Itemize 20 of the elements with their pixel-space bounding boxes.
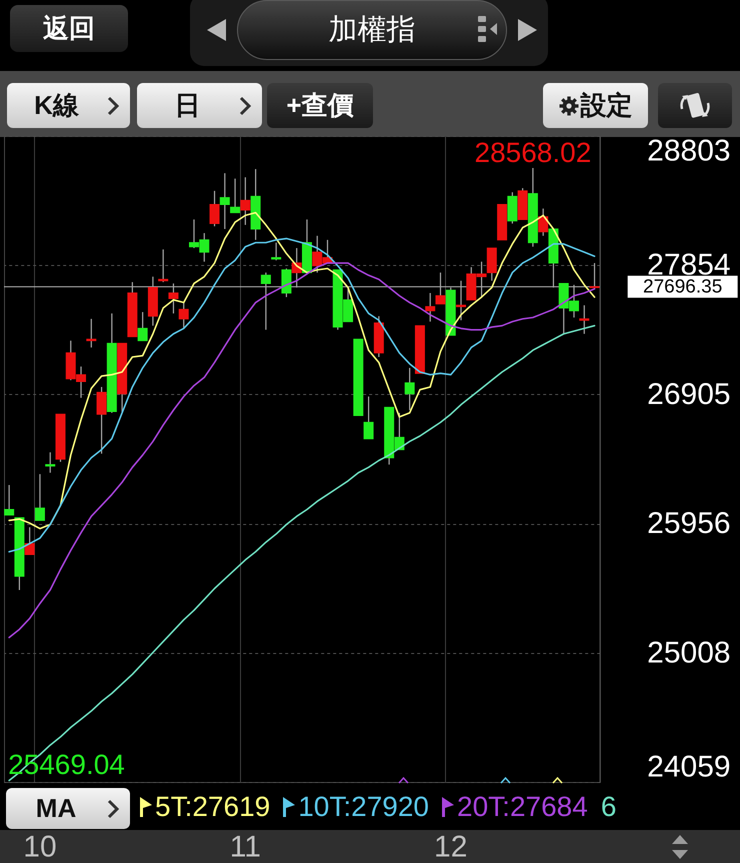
y-tick-label: 25956 xyxy=(647,507,731,540)
y-tick-label: 28803 xyxy=(647,134,731,168)
legend-label: 5T:27619 xyxy=(155,791,270,823)
chart-title: 加權指 xyxy=(328,13,416,48)
x-tick-label: 10 xyxy=(23,830,57,863)
annotation: 28568.02 xyxy=(474,137,592,168)
settings-button: 設定 xyxy=(543,83,648,128)
legend-label: 20T:27684 xyxy=(457,791,588,823)
y-tick-label: 25008 xyxy=(647,636,731,670)
x-tick-label: 11 xyxy=(230,830,261,863)
back-button: 返回 xyxy=(10,5,128,52)
text: 6 xyxy=(600,791,616,823)
chart-type-button: K線 xyxy=(7,83,130,128)
y-tick-label: 24059 xyxy=(647,750,731,784)
legend-label: 10T:27920 xyxy=(298,791,430,823)
ma-button: MA xyxy=(6,788,130,829)
quote-button: +查價 xyxy=(267,83,373,128)
y-tick-label: 26905 xyxy=(647,378,731,411)
x-tick-label: 12 xyxy=(434,830,468,863)
period-button: 日 xyxy=(137,83,262,128)
